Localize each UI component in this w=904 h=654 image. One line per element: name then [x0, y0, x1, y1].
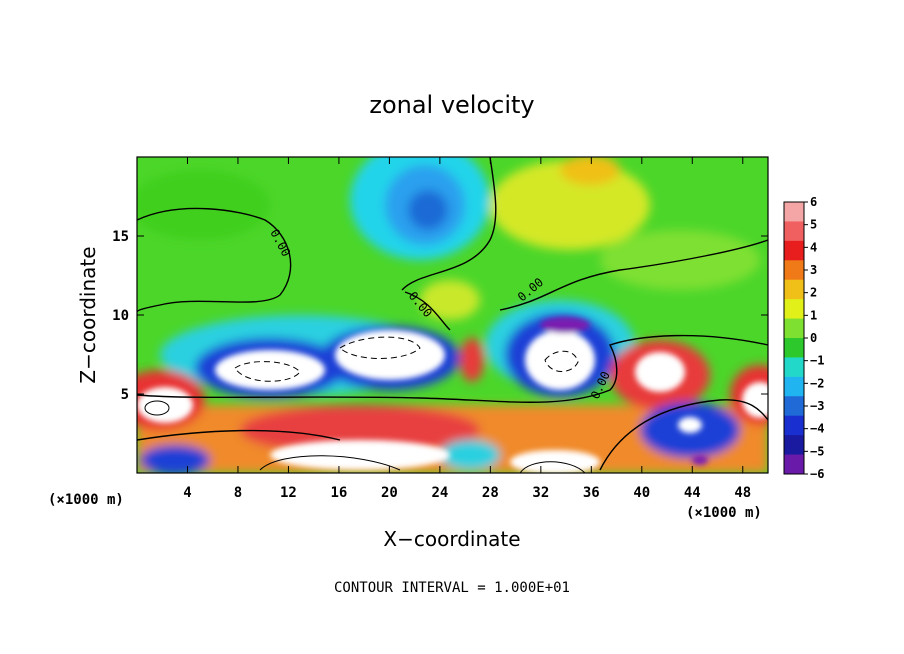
- colorbar-tick-label: −1: [810, 354, 824, 368]
- colorbar-cell: [784, 454, 804, 475]
- y-axis-title: Z−coordinate: [76, 246, 100, 383]
- colorbar-tick-label: 5: [810, 218, 817, 232]
- colorbar-cell: [784, 435, 804, 456]
- y-tick-label: 10: [112, 308, 129, 324]
- colorbar-tick-label: 6: [810, 195, 817, 209]
- colorbar-cell: [784, 279, 804, 300]
- colorbar-tick-label: 2: [810, 286, 817, 300]
- colorbar-tick-label: 0: [810, 331, 817, 345]
- colorbar-cell: [784, 376, 804, 397]
- colorbar-cell: [784, 260, 804, 281]
- x-tick-label: 40: [633, 485, 650, 501]
- colorbar-cell: [784, 357, 804, 378]
- colorbar-tick-label: 3: [810, 263, 817, 277]
- x-unit-right: (×1000 m): [686, 505, 762, 521]
- colorbar-tick-label: −3: [810, 399, 824, 413]
- x-axis-title: X−coordinate: [383, 527, 520, 551]
- x-tick-label: 32: [532, 485, 549, 501]
- x-tick-label: 48: [734, 485, 751, 501]
- chart-title: zonal velocity: [369, 91, 534, 119]
- y-axis: 5 10 15: [112, 229, 768, 403]
- colorbar-cell: [784, 318, 804, 339]
- colorbar-cell: [784, 415, 804, 436]
- plot-area: [137, 157, 768, 473]
- colorbar-tick-label: −4: [810, 422, 824, 436]
- colorbar-tick-label: 1: [810, 308, 817, 322]
- colorbar-cell: [784, 240, 804, 261]
- y-tick-label: 15: [112, 229, 129, 245]
- x-tick-label: 36: [583, 485, 600, 501]
- colorbar-cell: [784, 338, 804, 358]
- x-unit-left: (×1000 m): [48, 492, 124, 508]
- x-tick-label: 24: [431, 485, 448, 501]
- colorbar-cell: [784, 202, 804, 222]
- x-tick-label: 20: [381, 485, 398, 501]
- colorbar-cell: [784, 221, 804, 242]
- colorbar-cell: [784, 396, 804, 417]
- contour-interval-note: CONTOUR INTERVAL = 1.000E+01: [334, 580, 570, 596]
- x-tick-label: 44: [684, 485, 701, 501]
- colorbar-tick-label: −5: [810, 444, 824, 458]
- x-tick-label: 12: [280, 485, 297, 501]
- colorbar-cell: [784, 299, 804, 320]
- x-axis: 4 8 12 16 20 24 28 32 36 40 44 48: [183, 157, 751, 501]
- x-tick-label: 8: [234, 485, 242, 501]
- colorbar-tick-label: 4: [810, 240, 817, 254]
- colorbar-tick-label: −6: [810, 467, 824, 481]
- x-tick-label: 28: [482, 485, 499, 501]
- x-tick-label: 16: [330, 485, 347, 501]
- y-tick-label: 5: [121, 387, 129, 403]
- colorbar: 6 5 4 3 2 1 0 −1 −2 −3 −4 −5 −6: [783, 195, 824, 481]
- x-tick-label: 4: [183, 485, 191, 501]
- colorbar-tick-label: −2: [810, 376, 824, 390]
